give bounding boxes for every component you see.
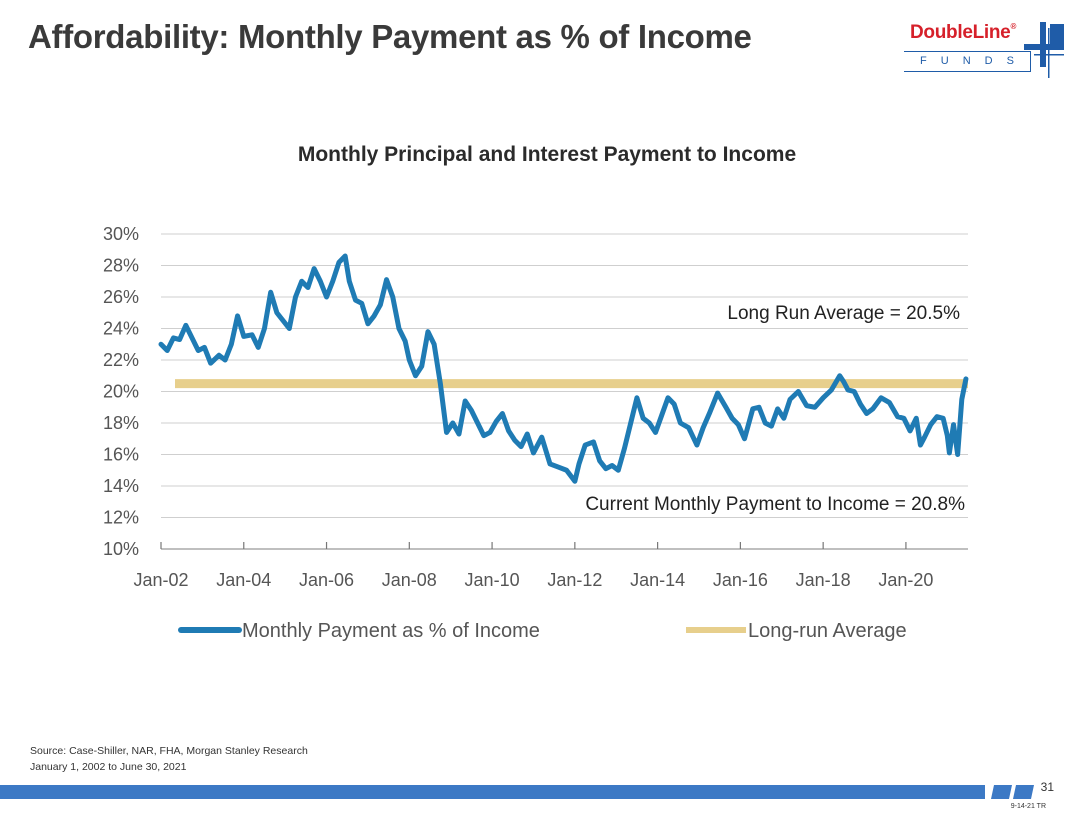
x-tick-label: Jan-10 <box>465 570 520 590</box>
payment-to-income-chart: 10% 12% 14% 16% 18% 20% 22% 24% 26% 28% 30% Jan-02… <box>103 224 969 642</box>
y-axis: 10% 12% 14% 16% 18% 20% 22% 24% 26% 28% 30% <box>103 224 139 559</box>
logo-name-text: DoubleLine <box>910 22 1011 43</box>
x-tick-label: Jan-16 <box>713 570 768 590</box>
monthly-payment-line <box>158 253 969 484</box>
annotation-current-payment: Current Monthly Payment to Income = 20.8… <box>585 494 965 515</box>
logo-subtitle: FUNDS <box>920 55 1028 67</box>
y-tick-label: 12% <box>103 508 139 528</box>
legend: Monthly Payment as % of Income Long-run … <box>178 620 907 642</box>
legend-label-monthly-payment: Monthly Payment as % of Income <box>242 620 540 642</box>
doubleline-logo: DoubleLine® FUNDS <box>904 22 1064 82</box>
y-tick-label: 26% <box>103 287 139 307</box>
x-tick-label: Jan-12 <box>547 570 602 590</box>
x-tick-label: Jan-14 <box>630 570 685 590</box>
y-tick-label: 24% <box>103 319 139 339</box>
source-note: Source: Case-Shiller, NAR, FHA, Morgan S… <box>30 743 308 775</box>
y-tick-label: 28% <box>103 256 139 276</box>
footer-bar <box>0 785 985 799</box>
slide-title: Affordability: Monthly Payment as % of I… <box>28 18 752 55</box>
logo-grid-mark <box>1024 22 1064 78</box>
footer-mark <box>991 785 1034 799</box>
y-tick-label: 30% <box>103 224 139 244</box>
document-code: 9-14-21 TR <box>1010 803 1046 810</box>
legend-label-long-run-average: Long-run Average <box>748 620 907 642</box>
annotation-long-run-average: Long Run Average = 20.5% <box>727 303 960 324</box>
y-tick-label: 18% <box>103 413 139 433</box>
chart-title: Monthly Principal and Interest Payment t… <box>297 143 797 166</box>
x-axis: Jan-02 Jan-04 Jan-06 Jan-08 Jan-10 Jan-12 Jan-… <box>133 542 968 590</box>
y-tick-label: 10% <box>103 539 139 559</box>
source-line-2: January 1, 2002 to June 30, 2021 <box>30 761 187 773</box>
series-monthly-payment <box>158 253 969 484</box>
x-tick-label: Jan-04 <box>216 570 271 590</box>
y-tick-label: 16% <box>103 445 139 465</box>
source-line-1: Source: Case-Shiller, NAR, FHA, Morgan S… <box>30 745 308 757</box>
logo-box <box>904 51 1031 72</box>
page-number: 31 <box>1040 780 1054 794</box>
y-tick-label: 14% <box>103 476 139 496</box>
logo-name: DoubleLine® <box>910 22 1016 44</box>
x-tick-label: Jan-08 <box>382 570 437 590</box>
x-tick-label: Jan-02 <box>133 570 188 590</box>
y-tick-label: 20% <box>103 382 139 402</box>
x-tick-label: Jan-18 <box>796 570 851 590</box>
x-tick-label: Jan-20 <box>878 570 933 590</box>
gridlines <box>161 233 968 518</box>
y-tick-label: 22% <box>103 350 139 370</box>
x-tick-label: Jan-06 <box>299 570 354 590</box>
logo-registered-mark: ® <box>1010 22 1017 31</box>
